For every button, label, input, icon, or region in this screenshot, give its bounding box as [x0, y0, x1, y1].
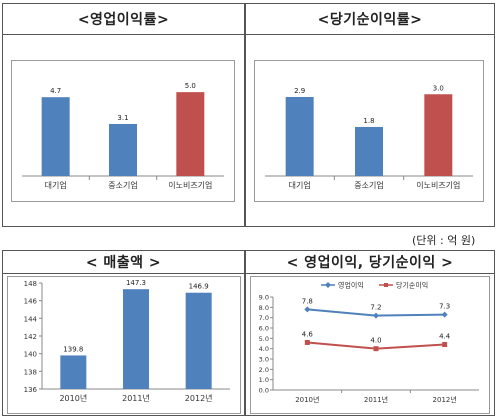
y-tick-label: 9.0 — [259, 294, 269, 302]
data-label: 147.3 — [126, 279, 146, 287]
panel-revenue: < 매출액 > 136 138 140 142 144 146 148 139.8 2010년 1… — [2, 250, 245, 416]
data-label: 4.6 — [302, 330, 314, 338]
x-tick-label: 대기업 — [289, 181, 311, 190]
bar — [41, 97, 70, 176]
bar — [109, 124, 137, 176]
data-label: 3.0 — [433, 84, 444, 92]
x-tick-label: 이노비즈기업 — [168, 180, 212, 190]
x-tick-label: 대기업 — [45, 181, 67, 190]
legend-label: 영업이익 — [338, 281, 364, 290]
y-tick-label: 8.0 — [259, 304, 269, 312]
bar — [123, 289, 149, 389]
data-point — [373, 312, 379, 319]
x-tick-label: 이노비즈기업 — [416, 180, 460, 190]
data-label: 7.2 — [370, 304, 381, 312]
y-tick-label: 146 — [24, 298, 38, 306]
y-tick-label: 140 — [24, 351, 37, 359]
y-tick-label: 6.0 — [259, 325, 269, 333]
x-tick-label: 2012년 — [433, 395, 457, 404]
y-tick-label: 1.0 — [259, 376, 269, 384]
bar — [185, 292, 212, 389]
data-point — [373, 346, 379, 352]
x-tick-label: 2010년 — [59, 393, 87, 403]
data-label: 4.7 — [50, 87, 61, 95]
panel-title-net-margin: <당기순이익률> — [246, 4, 494, 35]
chart-frame-revenue: 136 138 140 142 144 146 148 139.8 2010년 147.3 2011… — [7, 276, 241, 414]
bar — [176, 92, 205, 176]
y-tick-label: 148 — [24, 280, 37, 288]
legend-label: 당기순이익 — [396, 281, 428, 290]
panel-title-profit-trend: < 영업이익, 당기순이익 > — [246, 251, 494, 274]
x-tick-label: 2011년 — [364, 395, 388, 404]
data-label: 1.8 — [363, 117, 374, 125]
x-tick-label: 2011년 — [122, 393, 150, 403]
y-tick-label: 3.0 — [259, 356, 269, 364]
panel-title-revenue: < 매출액 > — [3, 251, 244, 274]
chart-frame-profit-trend: 0.0 1.0 2.0 3.0 4.0 5.0 6.0 7.0 8.0 9.0 2010년 2011년… — [250, 276, 490, 414]
data-label: 3.1 — [117, 114, 128, 122]
y-tick-label: 142 — [24, 333, 37, 341]
data-label: 4.4 — [439, 333, 451, 341]
bar — [424, 94, 453, 176]
x-tick-label: 중소기업 — [354, 181, 383, 190]
unit-label: (단위 : 억 원) — [412, 234, 476, 247]
y-tick-label: 4.0 — [259, 345, 269, 353]
legend-marker — [325, 282, 331, 288]
operating-margin-chart: 4.7 대기업 3.1 중소기업 5.0 이노비즈기업 — [22, 82, 224, 190]
y-tick-label: 7.0 — [259, 314, 269, 322]
data-label: 5.0 — [185, 82, 196, 90]
data-label: 2.9 — [294, 87, 305, 95]
bar — [60, 355, 87, 389]
y-tick-label: 136 — [24, 386, 38, 394]
profit-trend-chart: 0.0 1.0 2.0 3.0 4.0 5.0 6.0 7.0 8.0 9.0 2010년 2011년… — [259, 281, 479, 404]
data-point — [442, 342, 448, 348]
y-tick-label: 2.0 — [259, 366, 269, 374]
data-label: 7.3 — [439, 303, 450, 311]
data-label: 7.8 — [302, 297, 313, 305]
data-label: 146.9 — [189, 283, 209, 291]
data-point — [304, 306, 311, 313]
panel-net-margin: <당기순이익률> 2.9 대기업 1.8 중소기업 3.0 이노비즈기업 — [245, 3, 495, 227]
x-tick-label: 2012년 — [185, 393, 213, 403]
y-tick-label: 144 — [24, 315, 38, 323]
revenue-chart: 136 138 140 142 144 146 148 139.8 2010년 147.3 2011… — [24, 279, 230, 403]
panel-profit-trend: < 영업이익, 당기순이익 > 0.0 1.0 2.0 3.0 4.0 5.0 6.0 7.0… — [245, 250, 495, 416]
x-tick-label: 2010년 — [295, 395, 319, 404]
chart-frame-net-margin: 2.9 대기업 1.8 중소기업 3.0 이노비즈기업 — [254, 60, 484, 202]
y-tick-label: 5.0 — [259, 335, 269, 343]
y-tick-label: 138 — [24, 368, 37, 376]
data-label: 4.0 — [370, 337, 381, 345]
panel-title-operating-margin: <영업이익률> — [3, 4, 244, 35]
x-tick-label: 중소기업 — [108, 181, 137, 190]
data-point — [304, 339, 310, 345]
panel-operating-margin: <영업이익률> 4.7 대기업 3.1 중소기업 5.0 이노비즈기업 — [2, 3, 245, 227]
chart-frame-operating-margin: 4.7 대기업 3.1 중소기업 5.0 이노비즈기업 — [11, 60, 235, 202]
data-label: 139.8 — [63, 345, 83, 353]
legend-marker — [384, 283, 388, 287]
data-point — [441, 311, 448, 318]
bar — [355, 126, 383, 176]
y-tick-label: 0.0 — [259, 387, 269, 395]
net-margin-chart: 2.9 대기업 1.8 중소기업 3.0 이노비즈기업 — [265, 84, 473, 190]
bar — [285, 96, 314, 176]
